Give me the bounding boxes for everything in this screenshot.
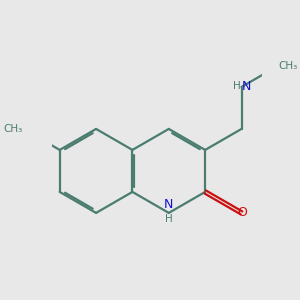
Text: N: N: [164, 198, 173, 211]
Text: N: N: [242, 80, 251, 93]
Text: CH₃: CH₃: [4, 124, 23, 134]
Text: H: H: [233, 81, 241, 91]
Text: H: H: [165, 214, 173, 224]
Text: O: O: [237, 206, 247, 219]
Text: CH₃: CH₃: [278, 61, 298, 71]
